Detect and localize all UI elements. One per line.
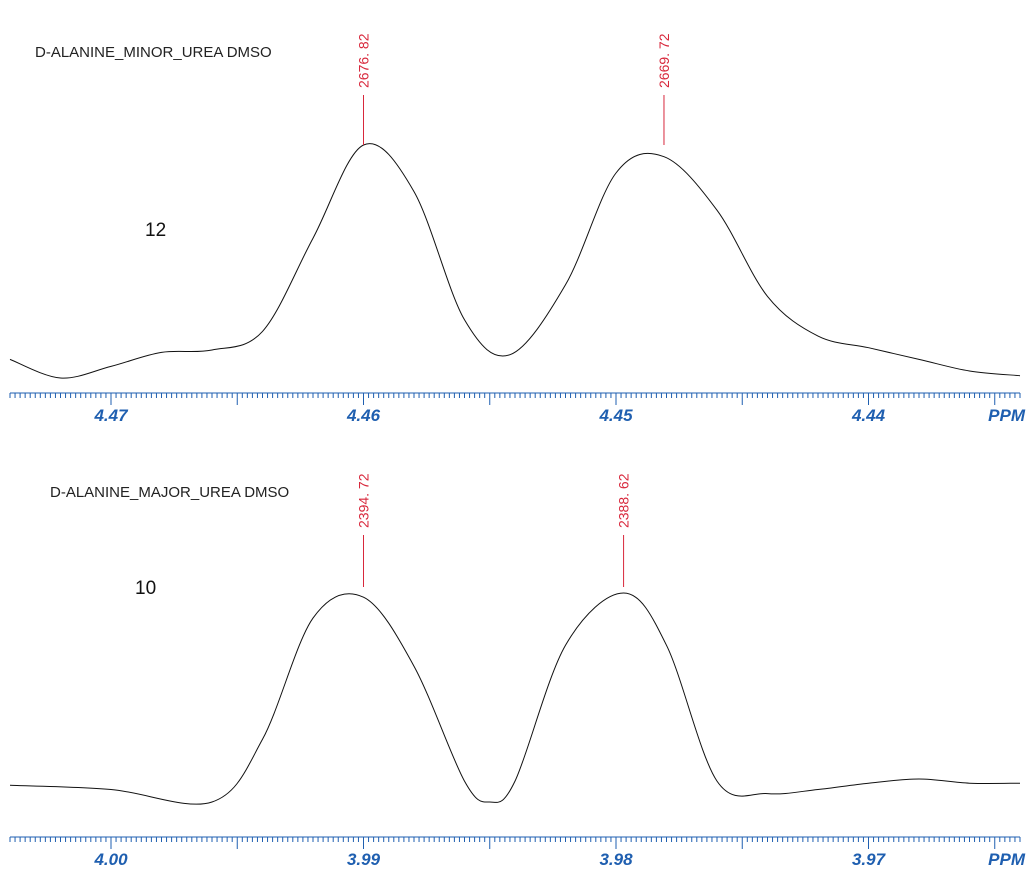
peak-label: 2669. 72 xyxy=(656,33,672,88)
spectrum-panel-major: D-ALANINE_MAJOR_UREA DMSO 10 4.00 3.99 3.9… xyxy=(0,440,1029,880)
peak-label: 2676. 82 xyxy=(356,33,372,88)
spectrum-line xyxy=(9,592,1021,805)
x-axis-unit-label: PPM xyxy=(988,850,1026,869)
x-tick-label: 4.46 xyxy=(346,406,381,425)
x-tick-label: 4.00 xyxy=(93,850,128,869)
spectrum-title: D-ALANINE_MINOR_UREA DMSO xyxy=(35,44,272,61)
spectrum-panel-minor: D-ALANINE_MINOR_UREA DMSO 12 4.47 4.46 4.4… xyxy=(0,0,1029,440)
x-tick-label: 3.97 xyxy=(852,850,887,869)
spectrum-label: 10 xyxy=(135,578,157,599)
peak-label: 2394. 72 xyxy=(356,473,372,528)
spectrum-plot-major: 4.00 3.99 3.98 3.97 PPM 2394. 72 2388. 62 xyxy=(9,473,1026,869)
spectrum-title: D-ALANINE_MAJOR_UREA DMSO xyxy=(50,484,290,501)
x-tick-label: 4.47 xyxy=(93,406,129,425)
peak-label: 2388. 62 xyxy=(616,473,632,528)
x-tick-label: 4.44 xyxy=(851,406,886,425)
x-axis-unit-label: PPM xyxy=(988,406,1026,425)
spectrum-label: 12 xyxy=(145,220,167,241)
x-tick-label: 4.45 xyxy=(598,406,633,425)
spectrum-line xyxy=(9,143,1021,379)
x-tick-label: 3.99 xyxy=(347,850,381,869)
x-tick-label: 3.98 xyxy=(599,850,633,869)
spectrum-plot-minor: 4.47 4.46 4.45 4.44 PPM 2676. 82 2669. 72 xyxy=(9,33,1026,425)
